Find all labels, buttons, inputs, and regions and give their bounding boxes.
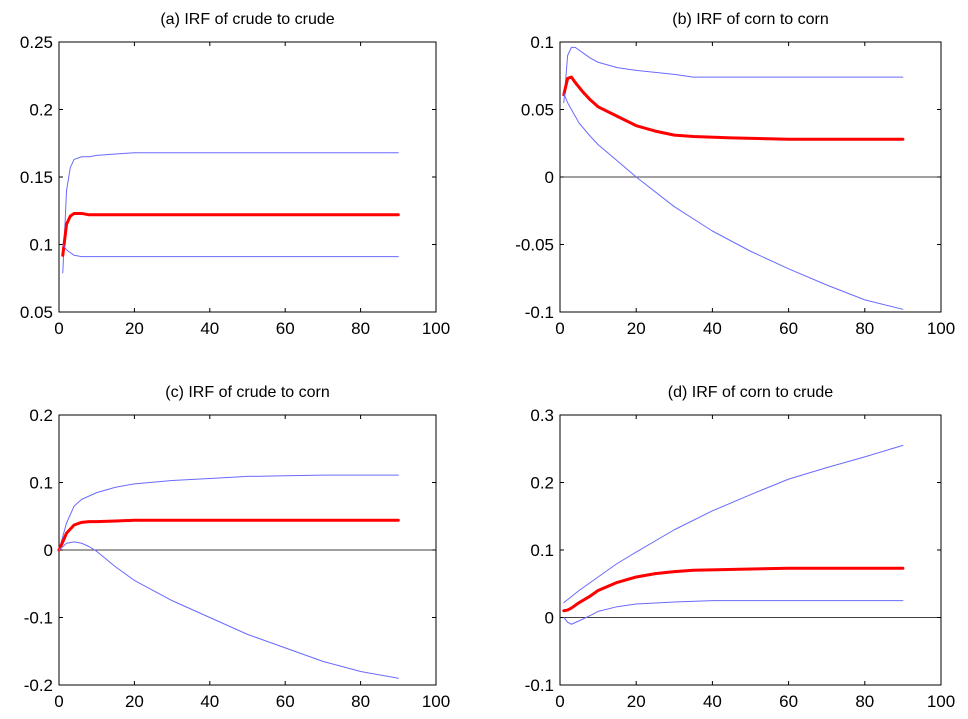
x-tick-label: 20 <box>125 692 144 711</box>
chart-title-b-irf-of-corn-to-corn: (b) IRF of corn to corn <box>672 11 829 28</box>
x-tick-label: 0 <box>555 692 564 711</box>
x-tick-label: 0 <box>555 319 564 338</box>
panel-3: 0 20 40 60 80 100-0.100.10.20.3(d) IRF of cor… <box>525 384 955 711</box>
y-tick-label: 0.3 <box>530 406 554 425</box>
x-tick-label: 100 <box>927 692 955 711</box>
x-tick-label: 20 <box>627 319 646 338</box>
x-tick-label: 40 <box>703 319 722 338</box>
y-tick-label: 0 <box>44 541 53 560</box>
y-tick-label: 0.05 <box>521 101 554 120</box>
x-tick-label: 40 <box>200 692 219 711</box>
series-irf-line <box>562 75 905 141</box>
x-tick-label: 0 <box>54 692 63 711</box>
panel-2: 0 20 40 60 80 100 -0.2 -0.1 0 0.1 0.2 (c) IRF of cr… <box>24 384 450 711</box>
panel-1: 0 20 40 60 80 100 -0.1 -0.05 0 0.05 0.1 (b) IRF of … <box>515 11 955 338</box>
x-tick-label: 80 <box>351 319 370 338</box>
series-upper-line <box>58 474 399 551</box>
y-tick-label: 0 <box>545 609 554 628</box>
chart-title-c-irf-of-crude-to-corn: (c) IRF of crude to corn <box>165 384 330 401</box>
x-tick-label: 60 <box>779 319 798 338</box>
series-upper-line <box>62 152 399 274</box>
series-irf-line <box>61 211 400 257</box>
y-tick-label: 0.25 <box>20 33 53 52</box>
chart-title-a-irf-of-crude-to-crude: (a) IRF of crude to crude <box>160 11 334 28</box>
series-lower-line <box>563 92 904 310</box>
x-tick-label: 80 <box>351 692 370 711</box>
series-upper-line <box>563 444 904 604</box>
x-tick-label: 0 <box>54 319 63 338</box>
series-lower-line <box>563 600 904 625</box>
series-lower-line <box>58 541 399 679</box>
x-tick-label: 60 <box>276 319 295 338</box>
panel-0: 0 20 40 60 80 100 0.05 0.1 0.15 0.2 0.25 (a) IRF of… <box>20 11 450 338</box>
y-tick-label: 0.1 <box>29 236 53 255</box>
y-tick-label: 0.2 <box>29 406 53 425</box>
axes-box <box>559 414 942 686</box>
x-tick-label: 80 <box>855 692 874 711</box>
x-tick-label: 20 <box>627 692 646 711</box>
series-upper-line <box>563 46 904 104</box>
x-tick-label: 20 <box>125 319 144 338</box>
x-tick-label: 80 <box>855 319 874 338</box>
x-tick-label: 40 <box>703 692 722 711</box>
y-tick-label: -0.05 <box>515 236 554 255</box>
x-tick-label: 100 <box>422 692 450 711</box>
y-tick-label: -0.1 <box>525 303 554 322</box>
y-tick-label: 0.1 <box>530 541 554 560</box>
y-tick-label: 0.2 <box>29 101 53 120</box>
y-tick-label: -0.1 <box>24 609 53 628</box>
x-tick-label: 60 <box>779 692 798 711</box>
series-lower-line <box>62 244 399 258</box>
series-irf-line <box>57 518 400 552</box>
series-irf-line <box>562 566 905 613</box>
y-tick-label: 0.1 <box>29 474 53 493</box>
y-tick-label: 0.1 <box>530 33 554 52</box>
axes-box <box>58 41 437 313</box>
y-tick-label: 0.15 <box>20 168 53 187</box>
x-tick-label: 60 <box>276 692 295 711</box>
x-tick-label: 100 <box>927 319 955 338</box>
y-tick-label: 0.2 <box>530 474 554 493</box>
y-tick-label: 0 <box>545 168 554 187</box>
chart-title-d-irf-of-corn-to-crude: (d) IRF of corn to crude <box>668 384 833 401</box>
y-tick-label: -0.2 <box>24 676 53 695</box>
x-tick-label: 40 <box>200 319 219 338</box>
x-tick-label: 100 <box>422 319 450 338</box>
y-tick-label: 0.05 <box>20 303 53 322</box>
y-tick-label: -0.1 <box>525 676 554 695</box>
